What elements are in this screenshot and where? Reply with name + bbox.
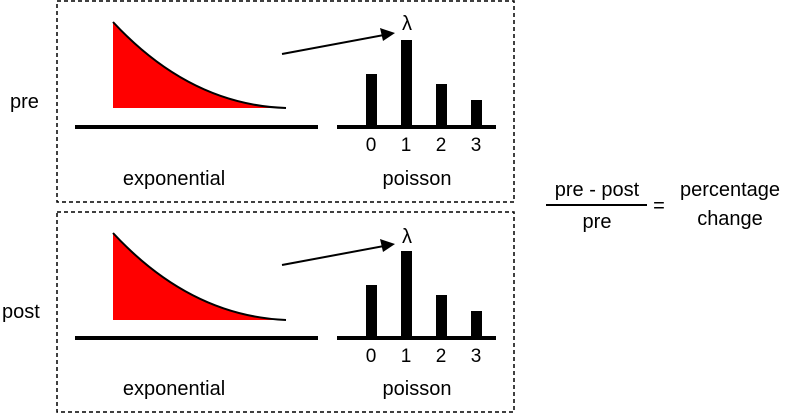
lambda-label-pre: λ: [402, 13, 412, 35]
arrow-head-pre: [380, 28, 395, 41]
poisson-bar-0-pre: [366, 74, 377, 125]
tick-3-post: 3: [471, 346, 482, 367]
tick-1-pre: 1: [401, 135, 412, 156]
row-label-post: post: [2, 301, 40, 323]
tick-2-pre: 2: [436, 135, 447, 156]
tick-2-post: 2: [436, 346, 447, 367]
formula-numerator: pre - post: [555, 179, 640, 201]
arrow-head-post: [380, 239, 395, 252]
formula-denominator: pre: [583, 211, 612, 233]
poisson-bar-1-pre: [401, 40, 412, 125]
poisson-bar-0-post: [366, 285, 377, 336]
tick-3-pre: 3: [471, 135, 482, 156]
arrow-shaft-post: [281, 245, 385, 266]
tick-1-post: 1: [401, 346, 412, 367]
exponential-caption-post: exponential: [123, 378, 225, 400]
poisson-bar-3-pre: [471, 100, 482, 125]
equals-sign: =: [653, 195, 665, 217]
percentage-change-formula: pre - post pre = percentage change: [546, 179, 780, 233]
exponential-caption-pre: exponential: [123, 168, 225, 190]
lambda-label-post: λ: [402, 226, 412, 248]
poisson-bar-1-post: [401, 251, 412, 336]
exponential-curve-pre: [113, 22, 286, 108]
tick-0-pre: 0: [366, 135, 377, 156]
arrow-shaft-pre: [281, 34, 385, 55]
post-panel: post exponential λ 0 1 2 3 poisson: [2, 211, 515, 413]
poisson-bar-3-post: [471, 311, 482, 336]
exponential-curve-post: [113, 233, 286, 320]
tick-0-post: 0: [366, 346, 377, 367]
poisson-bar-2-post: [436, 295, 447, 336]
row-label-pre: pre: [10, 91, 39, 113]
poisson-caption-post: poisson: [383, 378, 452, 400]
poisson-caption-pre: poisson: [383, 168, 452, 190]
post-dashed-frame: [56, 211, 515, 413]
result-line-1: percentage: [680, 179, 780, 201]
poisson-bar-2-pre: [436, 84, 447, 125]
exponential-curve-outline-pre: [112, 21, 287, 109]
exponential-curve-outline-post: [112, 232, 287, 321]
pre-panel: pre exponential λ 0 1 2 3 poisson: [10, 0, 515, 203]
result-line-2: change: [697, 208, 763, 230]
